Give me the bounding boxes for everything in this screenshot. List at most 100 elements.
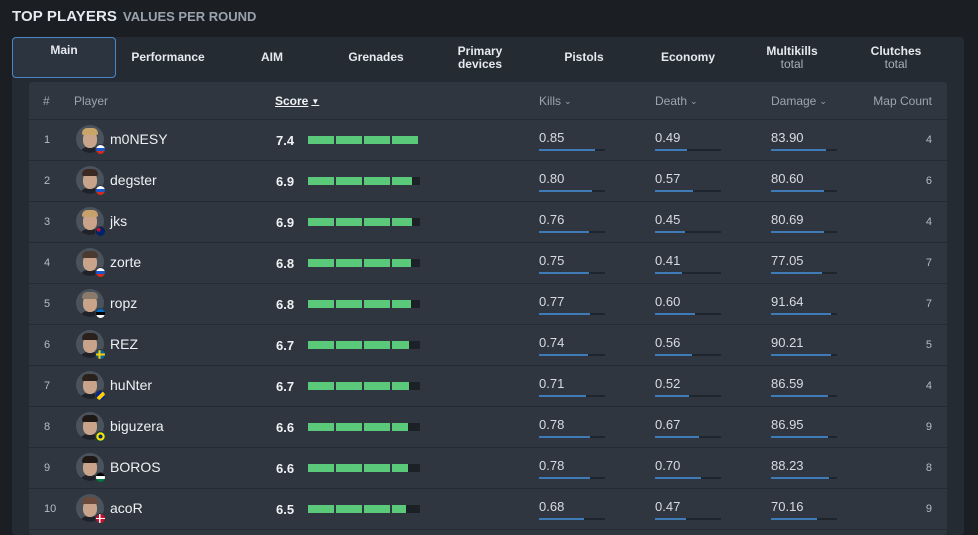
player-rank: 8 [44, 421, 51, 433]
tab-aim[interactable]: AIM [220, 37, 324, 78]
table-row[interactable]: 5 ropz 6.8 0.77 0.60 91.64 7 [29, 284, 947, 325]
russia-flag-icon [95, 267, 106, 278]
player-score: 6.8 [276, 256, 295, 271]
table-row[interactable]: 2 degster 6.9 0.80 0.57 80.60 6 [29, 161, 947, 202]
player-name-link[interactable]: REZ [110, 336, 138, 352]
tab-multikills[interactable]: Multikills total [740, 37, 844, 78]
player-name-link[interactable]: ropz [110, 295, 138, 311]
player-name-link[interactable]: zorte [110, 254, 142, 270]
death-bar [655, 395, 721, 397]
player-rank: 9 [44, 462, 51, 474]
player-name-link[interactable]: biguzera [110, 418, 164, 434]
damage-bar [771, 272, 837, 274]
table-row[interactable]: 7 huNter 6.7 0.71 0.52 86.59 4 [29, 366, 947, 407]
column-kills-label: Kills [539, 94, 562, 108]
score-bar [308, 505, 420, 513]
table-row[interactable]: 3 jks 6.9 0.76 0.45 80.69 4 [29, 202, 947, 243]
kills-bar [539, 477, 605, 479]
player-death: 0.49 [655, 130, 681, 145]
player-avatar [76, 453, 106, 483]
player-damage: 91.64 [771, 294, 804, 309]
player-map-count: 5 [925, 339, 932, 351]
player-kills: 0.76 [539, 212, 565, 227]
tab-primary-devices[interactable]: Primary devices [428, 37, 532, 78]
player-death: 0.57 [655, 171, 681, 186]
tab-label: Pistols [564, 50, 604, 64]
tab-label: AIM [261, 50, 283, 64]
damage-bar [771, 190, 837, 192]
player-death: 0.47 [655, 499, 681, 514]
column-damage-label: Damage [771, 94, 817, 108]
column-damage-sort[interactable]: Damage ⌄ [771, 94, 827, 108]
kills-bar [539, 313, 605, 315]
tab-sublabel: total [884, 56, 908, 71]
kills-bar [539, 354, 605, 356]
table-row[interactable]: 4 zorte 6.8 0.75 0.41 77.05 7 [29, 243, 947, 284]
death-bar [655, 436, 721, 438]
stats-panel: Main Performance AIM Grenades Primary de… [12, 37, 964, 535]
player-damage: 70.16 [771, 499, 804, 514]
player-avatar [76, 289, 106, 319]
tab-label: Primary [457, 43, 503, 58]
damage-bar [771, 518, 837, 520]
damage-bar [771, 436, 837, 438]
table-row[interactable]: 6 REZ 6.7 0.74 0.56 90.21 5 [29, 325, 947, 366]
death-bar [655, 518, 721, 520]
chevron-down-icon: ⌄ [690, 95, 698, 106]
player-map-count: 7 [925, 257, 932, 269]
table-row[interactable]: 10 acoR 6.5 0.68 0.47 70.16 9 [29, 489, 947, 530]
tab-label: Main [50, 43, 78, 57]
column-death-sort[interactable]: Death ⌄ [655, 94, 698, 108]
tab-economy[interactable]: Economy [636, 37, 740, 78]
player-score: 6.6 [276, 420, 295, 435]
player-rank: 5 [44, 298, 51, 310]
column-map-count: Map Count [873, 94, 932, 108]
bosnia-flag-icon [95, 390, 106, 401]
player-name-link[interactable]: m0NESY [110, 131, 168, 147]
kills-bar [539, 190, 605, 192]
tab-label-line2: devices [457, 56, 503, 71]
table-row[interactable]: 9 BOROS 6.6 0.78 0.70 88.23 8 [29, 448, 947, 489]
table-row[interactable]: 1 m0NESY 7.4 0.85 0.49 83.90 4 [29, 120, 947, 161]
player-kills: 0.78 [539, 417, 565, 432]
damage-bar [771, 149, 837, 151]
player-name-link[interactable]: jks [110, 213, 128, 229]
tab-performance[interactable]: Performance [116, 37, 220, 78]
player-damage: 80.69 [771, 212, 804, 227]
player-rank: 1 [44, 134, 51, 146]
damage-bar [771, 231, 837, 233]
player-avatar [76, 330, 106, 360]
player-name-link[interactable]: degster [110, 172, 157, 188]
player-map-count: 4 [925, 380, 932, 392]
player-kills: 0.71 [539, 376, 565, 391]
table-row[interactable]: 8 biguzera 6.6 0.78 0.67 86.95 9 [29, 407, 947, 448]
tab-pistols[interactable]: Pistols [532, 37, 636, 78]
player-name-link[interactable]: BOROS [110, 459, 161, 475]
player-score: 6.7 [276, 338, 295, 353]
score-bar [308, 382, 420, 390]
page-subtitle: VALUES PER ROUND [123, 9, 257, 24]
player-avatar [76, 494, 106, 524]
jordan-flag-icon [95, 472, 106, 483]
kills-bar [539, 149, 605, 151]
kills-bar [539, 231, 605, 233]
death-bar [655, 272, 721, 274]
player-damage: 88.23 [771, 458, 804, 473]
score-bar [308, 136, 420, 144]
player-kills: 0.80 [539, 171, 565, 186]
column-score-sort[interactable]: Score ▼ [275, 94, 319, 108]
damage-bar [771, 354, 837, 356]
player-death: 0.70 [655, 458, 681, 473]
player-map-count: 4 [925, 134, 932, 146]
player-rank: 6 [44, 339, 51, 351]
tab-clutches[interactable]: Clutches total [844, 37, 948, 78]
tab-grenades[interactable]: Grenades [324, 37, 428, 78]
player-score: 6.9 [276, 174, 295, 189]
player-avatar [76, 248, 106, 278]
tab-main[interactable]: Main [12, 37, 116, 78]
column-death-label: Death [655, 94, 688, 108]
column-kills-sort[interactable]: Kills ⌄ [539, 94, 572, 108]
damage-bar [771, 313, 837, 315]
player-name-link[interactable]: huNter [110, 377, 153, 393]
player-name-link[interactable]: acoR [110, 500, 143, 516]
